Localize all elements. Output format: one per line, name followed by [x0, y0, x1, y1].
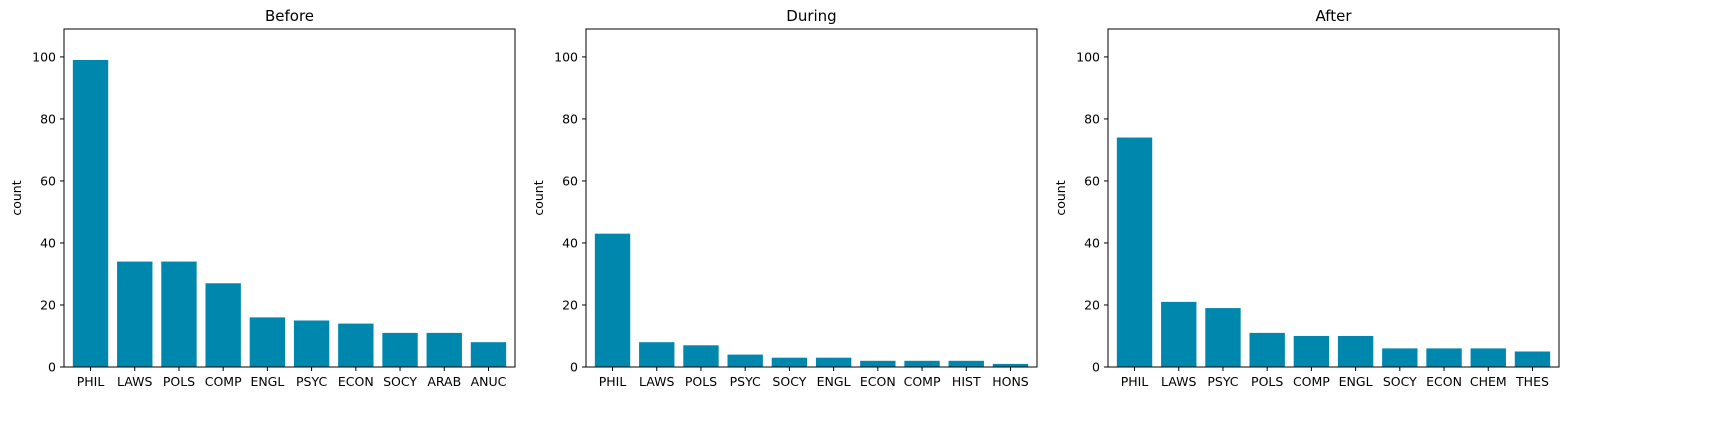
bar-comp — [205, 283, 241, 367]
bar-anuc — [470, 342, 507, 367]
bar-laws — [1161, 301, 1197, 367]
bar-pols — [683, 345, 719, 367]
bar-socy — [771, 357, 808, 367]
y-axis-label: count — [9, 180, 24, 215]
y-tick-label: 20 — [1084, 297, 1100, 312]
chart-title: Before — [265, 7, 314, 25]
y-tick-label: 40 — [562, 235, 578, 250]
x-tick-label: PHIL — [599, 374, 627, 389]
x-tick-label: POLS — [685, 374, 717, 389]
y-tick-label: 80 — [562, 111, 578, 126]
x-tick-label: LAWS — [639, 374, 674, 389]
bar-hons — [992, 363, 1029, 367]
x-tick-label: COMP — [904, 374, 941, 389]
chart-panel-0: PHIL LAWS POLS COMP ENGL PSYC ECON SOCY ARAB ANUC… — [9, 7, 516, 389]
bar-engl — [249, 317, 286, 367]
axes-frame — [63, 28, 516, 368]
y-tick-label: 40 — [1084, 235, 1100, 250]
bar-phil — [594, 233, 631, 367]
y-tick-label: 60 — [562, 173, 578, 188]
x-tick-label: COMP — [1293, 374, 1330, 389]
x-tick-label: SOCY — [383, 374, 417, 389]
x-tick-label: THES — [1515, 374, 1549, 389]
chart-panel-2: PHIL LAWS PSYC POLS COMP ENGL SOCY ECON CHEM THES… — [1053, 7, 1560, 389]
x-tick-label: PHIL — [77, 374, 105, 389]
chart-title: During — [786, 7, 836, 25]
x-tick-label: PSYC — [296, 374, 327, 389]
y-tick-label: 0 — [48, 360, 56, 375]
x-tick-label: ENGL — [250, 374, 284, 389]
x-tick-label: ANUC — [471, 374, 507, 389]
bar-chem — [1470, 348, 1506, 367]
x-tick-label: ARAB — [427, 374, 461, 389]
x-tick-label: LAWS — [117, 374, 152, 389]
y-tick-label: 80 — [1084, 111, 1100, 126]
axes-frame — [585, 28, 1038, 368]
bar-econ — [338, 323, 374, 367]
bar-comp — [1293, 335, 1330, 367]
y-tick-label: 100 — [554, 49, 578, 64]
x-tick-label: ECON — [860, 374, 896, 389]
bar-hist — [948, 360, 984, 367]
y-tick-label: 60 — [1084, 173, 1100, 188]
x-tick-label: POLS — [163, 374, 195, 389]
y-tick-label: 40 — [40, 235, 56, 250]
bar-arab — [426, 332, 462, 367]
y-tick-label: 0 — [1092, 360, 1100, 375]
x-tick-label: ECON — [1426, 374, 1462, 389]
bar-psyc — [293, 320, 330, 367]
x-tick-label: CHEM — [1470, 374, 1507, 389]
bar-psyc — [727, 354, 763, 367]
x-tick-label: HONS — [992, 374, 1029, 389]
x-tick-label: HIST — [952, 374, 981, 389]
y-tick-label: 100 — [32, 49, 56, 64]
x-tick-label: ECON — [338, 374, 374, 389]
x-tick-label: POLS — [1251, 374, 1283, 389]
bar-phil — [1116, 137, 1153, 367]
y-tick-label: 0 — [570, 360, 578, 375]
x-tick-label: PSYC — [730, 374, 761, 389]
y-axis-label: count — [531, 180, 546, 215]
bar-econ — [1426, 348, 1462, 367]
y-tick-label: 80 — [40, 111, 56, 126]
bar-phil — [72, 60, 109, 367]
bar-thes — [1514, 351, 1551, 367]
bar-econ — [860, 360, 896, 367]
bar-pols — [161, 261, 197, 367]
y-tick-label: 20 — [40, 297, 56, 312]
bar-comp — [904, 360, 940, 367]
bar-socy — [382, 332, 418, 367]
bar-socy — [1382, 348, 1418, 367]
x-tick-label: PHIL — [1121, 374, 1149, 389]
bar-psyc — [1205, 308, 1241, 367]
y-tick-label: 20 — [562, 297, 578, 312]
x-tick-label: LAWS — [1161, 374, 1196, 389]
x-tick-label: SOCY — [772, 374, 806, 389]
chart-panel-1: PHIL LAWS POLS PSYC SOCY ENGL ECON COMP HIST HONS… — [531, 7, 1038, 389]
bar-engl — [1337, 335, 1374, 367]
chart-title: After — [1315, 7, 1352, 25]
y-axis-label: count — [1053, 180, 1068, 215]
bar-pols — [1249, 332, 1285, 367]
bar-engl — [815, 357, 852, 367]
bar-laws — [639, 342, 675, 367]
x-tick-label: ENGL — [817, 374, 851, 389]
x-tick-label: ENGL — [1339, 374, 1373, 389]
x-tick-label: COMP — [205, 374, 242, 389]
axes-frame — [1107, 28, 1560, 368]
x-tick-label: SOCY — [1383, 374, 1417, 389]
y-tick-label: 100 — [1076, 49, 1100, 64]
x-tick-label: PSYC — [1207, 374, 1238, 389]
y-tick-label: 60 — [40, 173, 56, 188]
bar-laws — [117, 261, 153, 367]
